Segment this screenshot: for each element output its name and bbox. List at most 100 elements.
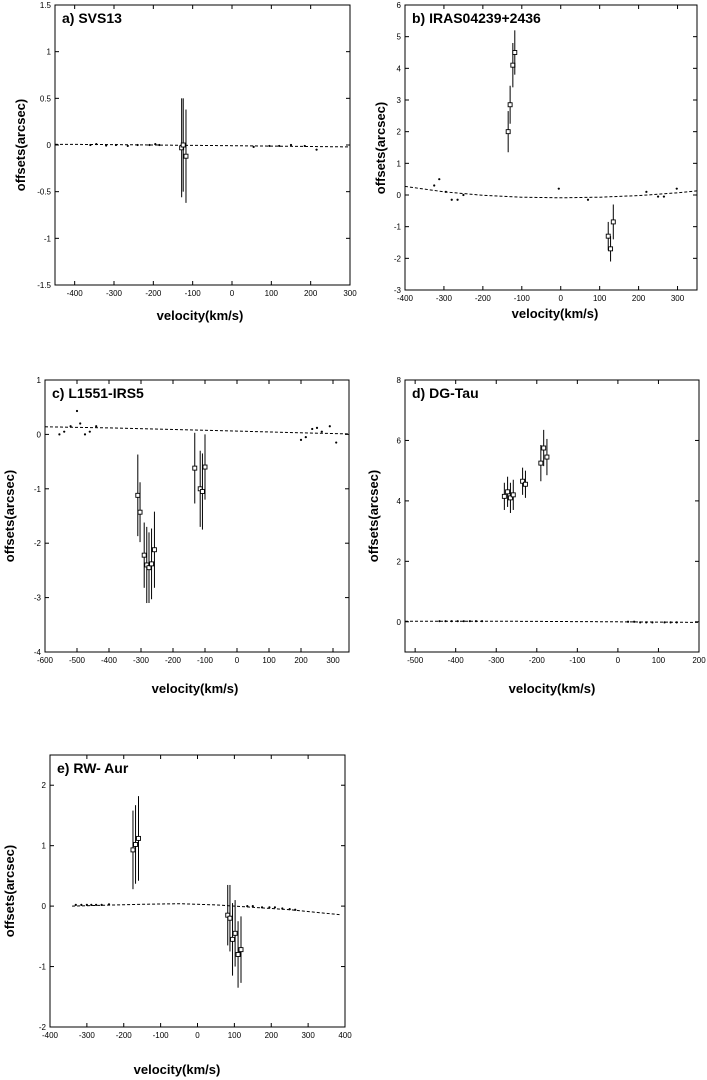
data-point <box>154 142 157 146</box>
data-point <box>114 143 118 147</box>
data-point <box>79 422 82 425</box>
data-point <box>100 903 103 907</box>
x-tick-label: 200 <box>265 1031 279 1040</box>
panel-title: d) DG-Tau <box>412 385 479 401</box>
y-axis-label: offsets(arcsec) <box>366 470 381 563</box>
data-point <box>315 148 318 151</box>
y-axis-label: offsets(arcsec) <box>2 845 17 938</box>
x-tick-label: -100 <box>569 656 586 665</box>
data-point <box>320 430 323 433</box>
x-tick-label: -500 <box>69 656 86 665</box>
x-tick-label: -400 <box>448 656 465 665</box>
y-tick-label: 2 <box>397 557 402 566</box>
data-point <box>83 433 87 436</box>
y-tick-label: -1 <box>39 963 47 972</box>
panel-title: e) RW- Aur <box>57 760 129 776</box>
data-point <box>639 621 642 624</box>
data-point-square <box>510 492 516 498</box>
x-axis-label: velocity(km/s) <box>512 306 599 321</box>
data-point-square <box>202 464 208 470</box>
data-point <box>444 190 447 193</box>
data-point-square <box>146 565 152 571</box>
data-point <box>456 198 459 201</box>
data-point <box>74 903 77 907</box>
data-point <box>450 620 453 623</box>
y-tick-label: -2 <box>394 254 402 263</box>
x-tick-label: -400 <box>67 289 84 298</box>
x-tick-label: 100 <box>593 294 607 303</box>
y-tick-label: 1 <box>42 842 47 851</box>
x-tick-label: 0 <box>559 294 564 303</box>
data-point <box>669 621 672 624</box>
y-tick-label: 6 <box>397 1 402 10</box>
data-point <box>288 908 291 911</box>
y-axis-label: offsets(arcsec) <box>2 470 17 563</box>
x-tick-label: -300 <box>106 289 123 298</box>
data-point-square <box>137 509 143 515</box>
x-tick-label: -200 <box>165 656 182 665</box>
data-point-square <box>149 561 155 567</box>
data-point-square <box>235 952 241 957</box>
data-point <box>273 906 277 909</box>
panel-b: -400 -300 -200 -100 0 100 200 300 -3 -2 -1 0 1 2 3 4 5 6 b… <box>373 1 698 321</box>
fit-curve <box>405 620 700 623</box>
data-point <box>645 621 648 624</box>
data-point-square <box>133 842 139 847</box>
data-point <box>90 903 93 907</box>
data-point-square <box>544 454 550 460</box>
y-tick-label: 1 <box>47 48 52 57</box>
data-point <box>69 425 72 428</box>
y-tick-label: 0 <box>42 902 47 911</box>
x-tick-label: -200 <box>116 1031 133 1040</box>
y-tick-label: 0 <box>397 191 402 200</box>
data-point <box>289 143 293 147</box>
data-point-square <box>605 233 611 239</box>
y-tick-label: -1 <box>394 223 402 232</box>
x-tick-label: -300 <box>133 656 150 665</box>
y-tick-label: 6 <box>397 436 402 445</box>
x-tick-label: -300 <box>79 1031 96 1040</box>
x-tick-label: 0 <box>235 656 240 665</box>
y-tick-label: 0 <box>37 430 42 439</box>
x-tick-label: -200 <box>145 289 162 298</box>
data-point <box>304 436 307 439</box>
panel-title: a) SVS13 <box>62 10 122 26</box>
data-point-square <box>199 489 205 494</box>
data-point <box>158 143 161 147</box>
x-tick-label: -100 <box>514 294 531 303</box>
panel-title: c) L1551-IRS5 <box>52 385 144 401</box>
data-point <box>251 905 254 908</box>
data-point <box>260 906 264 909</box>
data-point <box>626 620 630 623</box>
x-tick-label: 100 <box>228 1031 242 1040</box>
data-point <box>438 178 441 181</box>
data-point-square <box>507 495 513 501</box>
data-point-square <box>227 915 233 921</box>
data-point-square <box>135 492 141 498</box>
plot-frame <box>404 4 698 291</box>
data-point <box>58 433 61 436</box>
y-tick-label: -2 <box>39 1023 47 1032</box>
y-tick-label: 4 <box>397 64 402 73</box>
y-axis-label: offsets(arcsec) <box>373 102 388 195</box>
data-point <box>586 198 590 201</box>
data-point-square <box>538 460 544 466</box>
data-point-square <box>238 947 244 953</box>
data-point-square <box>505 489 511 495</box>
x-tick-label: -300 <box>488 656 505 665</box>
data-point <box>88 430 91 433</box>
data-point <box>675 621 678 624</box>
x-axis-label: velocity(km/s) <box>509 681 596 696</box>
x-tick-label: 100 <box>262 656 276 665</box>
data-point <box>94 903 98 907</box>
data-point-square <box>505 129 511 135</box>
y-tick-label: 3 <box>397 96 402 105</box>
y-tick-label: 5 <box>397 33 402 42</box>
x-axis-label: velocity(km/s) <box>134 1062 221 1077</box>
data-point-square <box>510 62 516 68</box>
y-tick-label: -3 <box>34 594 42 603</box>
x-tick-label: -600 <box>37 656 54 665</box>
y-tick-label: 2 <box>397 128 402 137</box>
plot-frame <box>404 379 700 653</box>
